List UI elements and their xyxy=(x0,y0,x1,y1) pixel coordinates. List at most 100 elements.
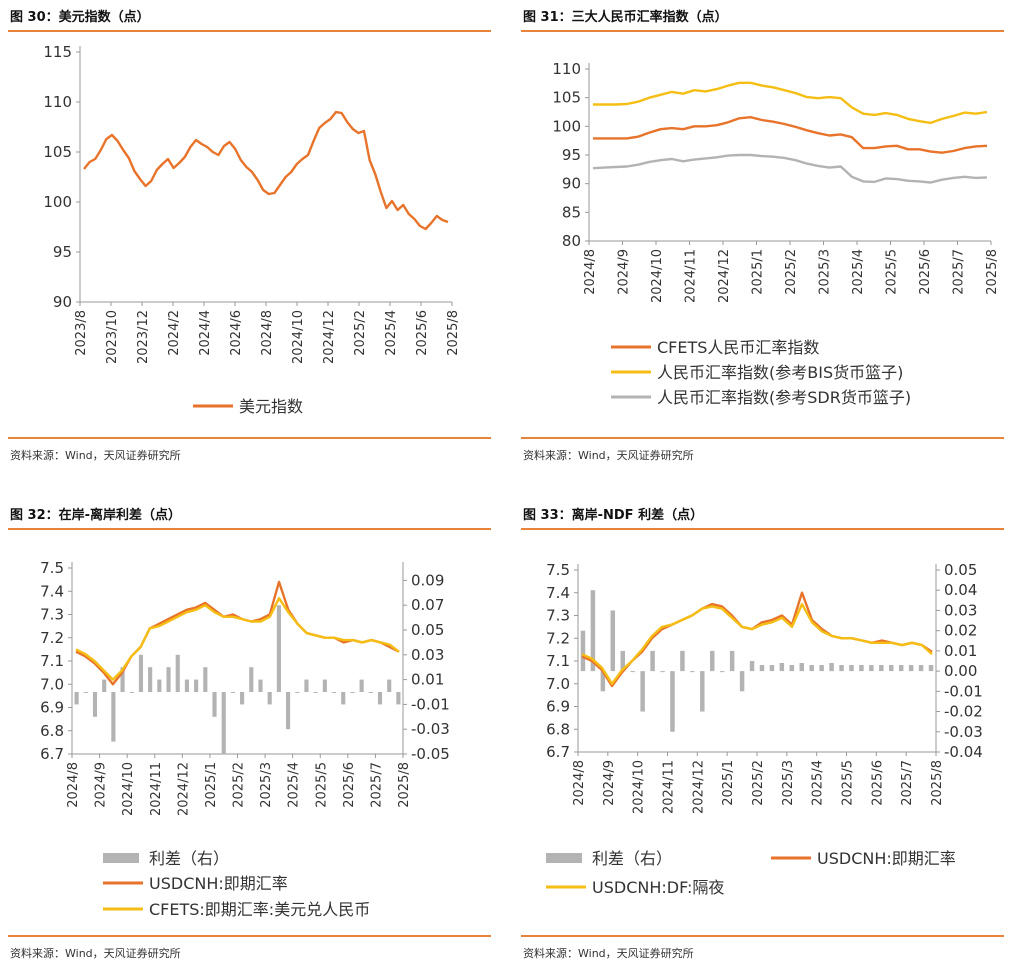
spread-bar xyxy=(295,692,300,693)
spread-bar xyxy=(719,671,725,673)
x-tick-label: 2025/2 xyxy=(353,310,368,356)
legend-swatch-bar xyxy=(546,853,582,863)
y-tick-label: 7.4 xyxy=(40,582,64,600)
y-tick-label: 6.8 xyxy=(40,722,64,740)
spread-bar xyxy=(74,692,79,705)
x-tick-label: 2025/3 xyxy=(781,760,796,806)
y-tick-label: 6.7 xyxy=(546,743,570,761)
spread-bar xyxy=(212,692,217,717)
y-tick-label: 7.2 xyxy=(546,629,570,647)
y-tick-label: 7.1 xyxy=(40,652,64,670)
y-tick-label: 7.0 xyxy=(40,675,64,693)
series-line-1 xyxy=(75,596,400,681)
spread-bar xyxy=(157,679,162,692)
chart-panel-fig32: 图 32：在岸-离岸利差（点） 6.7 6.8 6.9 7.0 7.1 7.2 7.3 7.4… xyxy=(8,498,491,966)
spread-bar xyxy=(120,667,125,692)
x-tick-label: 2025/2 xyxy=(751,760,766,806)
x-tick-label: 2025/7 xyxy=(900,760,915,806)
y-tick-label: 7.5 xyxy=(546,561,570,579)
chart-fig30: 90 95 100 105 110 115 2023/8 2023/10 2023/12 2024… xyxy=(43,43,461,416)
x-tick-label: 2024/9 xyxy=(602,760,617,806)
y-tick-label: 100 xyxy=(552,117,581,135)
spread-bar xyxy=(175,654,180,692)
title-divider xyxy=(8,30,491,32)
y2-tick-label: 0.05 xyxy=(411,621,444,639)
spread-bar xyxy=(111,692,116,742)
legend-label: 人民币汇率指数(参考BIS货币篮子) xyxy=(657,363,903,382)
chart-panel-fig31: 图 31：三大人民币汇率指数（点） 80 85 90 95 100 105 110 2024/… xyxy=(521,0,1004,468)
spread-bar xyxy=(230,692,235,693)
legend-label: USDCNH:DF:隔夜 xyxy=(592,878,724,897)
x-tick-label: 2024/11 xyxy=(662,760,677,814)
spread-bar xyxy=(359,679,364,692)
spread-bar xyxy=(889,665,894,672)
spread-bar xyxy=(849,665,854,672)
source-note: 资料来源：Wind，天风证券研究所 xyxy=(523,449,694,462)
y-tick-label: 110 xyxy=(552,60,581,78)
spread-bar xyxy=(710,650,715,672)
x-tick-label: 2024/8 xyxy=(583,249,598,295)
spread-bar xyxy=(600,671,606,692)
spread-bar xyxy=(184,679,189,692)
legend-label: CFETS人民币汇率指数 xyxy=(657,338,819,357)
spread-bar xyxy=(304,679,309,692)
y-tick-label: 6.9 xyxy=(40,699,64,717)
spread-bar xyxy=(630,671,635,673)
x-tick-label: 2025/1 xyxy=(751,249,766,295)
y-tick-label: 100 xyxy=(43,193,72,211)
x-tick-label: 2025/6 xyxy=(918,249,933,295)
spread-bar xyxy=(640,671,645,712)
spread-bar xyxy=(138,654,144,692)
chart-panel-fig33: 图 33：离岸-NDF 利差（点） 6.7 6.8 6.9 7.0 7.1 7.2 7.3 7… xyxy=(521,498,1004,966)
x-tick-label: 2024/11 xyxy=(149,762,164,816)
y-tick-label: 110 xyxy=(43,93,72,111)
series-line-0 xyxy=(75,580,400,686)
spread-bar xyxy=(839,665,844,672)
spread-bar xyxy=(749,661,755,672)
spread-bar xyxy=(166,667,171,692)
spread-bar xyxy=(829,663,834,672)
spread-bar xyxy=(610,610,616,672)
y2-tick-label: -0.04 xyxy=(944,743,983,761)
x-tick-label: 2025/8 xyxy=(930,760,945,806)
spread-bar xyxy=(377,692,383,705)
x-tick-label: 2024/9 xyxy=(617,249,632,295)
x-tick-label: 2025/3 xyxy=(818,249,833,295)
x-tick-label: 2025/4 xyxy=(851,249,866,295)
x-tick-label: 2024/11 xyxy=(684,249,699,303)
spread-bar xyxy=(102,679,107,692)
y-tick-label: 7.0 xyxy=(546,675,570,693)
y-tick-label: 115 xyxy=(43,43,72,61)
spread-bar xyxy=(660,671,665,673)
x-tick-label: 2025/7 xyxy=(369,762,384,808)
x-tick-label: 2024/12 xyxy=(717,249,732,303)
spread-bar xyxy=(859,665,864,672)
y-tick-label: 90 xyxy=(562,175,581,193)
spread-bar xyxy=(350,692,355,693)
x-tick-label: 2024/12 xyxy=(691,760,706,814)
spread-bar xyxy=(620,650,625,672)
x-tick-label: 2025/5 xyxy=(314,762,329,808)
spread-bar xyxy=(221,692,226,754)
source-note: 资料来源：Wind，天风证券研究所 xyxy=(10,449,181,462)
legend-label: 利差（右） xyxy=(149,849,229,868)
x-tick-label: 2024/8 xyxy=(66,762,81,808)
y2-tick-label: -0.03 xyxy=(944,723,983,741)
y-tick-label: 6.7 xyxy=(40,745,64,763)
spread-bar xyxy=(769,665,775,672)
spread-bar xyxy=(799,663,804,672)
source-divider xyxy=(8,935,491,937)
y-tick-label: 95 xyxy=(53,243,72,261)
x-tick-label: 2025/8 xyxy=(397,762,412,808)
spread-bar xyxy=(869,665,874,672)
spread-bar xyxy=(729,650,735,672)
spread-bar xyxy=(590,590,596,672)
x-tick-label: 2025/2 xyxy=(784,249,799,295)
spread-bar xyxy=(331,692,337,693)
x-tick-label: 2023/8 xyxy=(74,310,89,356)
legend-label: USDCNH:即期汇率 xyxy=(817,849,956,868)
spread-bar xyxy=(396,692,401,705)
source-divider xyxy=(8,437,491,439)
x-tick-label: 2024/6 xyxy=(229,310,244,356)
chart-fig31: 80 85 90 95 100 105 110 2024/8 2024/9 2024/10 2024… xyxy=(552,60,1000,407)
